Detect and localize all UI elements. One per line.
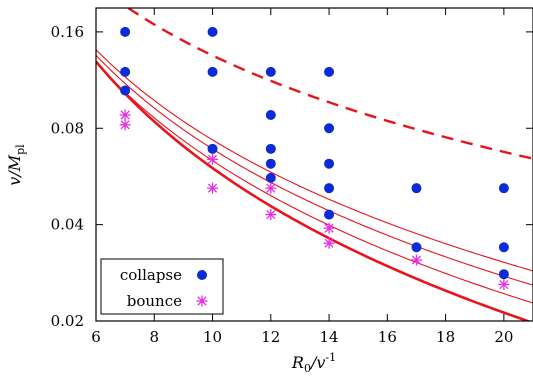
x-tick-label: 14 bbox=[320, 328, 339, 346]
collapse-point bbox=[120, 26, 131, 37]
data-points bbox=[119, 26, 510, 291]
bounce-point bbox=[410, 254, 422, 266]
x-tick-label: 18 bbox=[436, 328, 455, 346]
plot-frame bbox=[95, 7, 533, 322]
y-tick-label: 0.02 bbox=[51, 312, 84, 330]
collapse-point bbox=[498, 242, 509, 253]
legend-box bbox=[100, 258, 224, 315]
x-tick-label: 6 bbox=[91, 328, 101, 346]
fit-curve-thin bbox=[96, 62, 533, 304]
collapse-point bbox=[411, 242, 422, 253]
legend-marker-collapse bbox=[197, 270, 207, 280]
bounce-point bbox=[323, 237, 335, 249]
fit-curve-dashed bbox=[126, 8, 533, 160]
x-tick-label: 12 bbox=[261, 328, 280, 346]
legend-marker-bounce bbox=[196, 295, 208, 307]
collapse-point bbox=[207, 143, 218, 154]
collapse-point bbox=[324, 209, 335, 220]
legend-label-collapse: collapse bbox=[120, 266, 182, 284]
bounce-point bbox=[119, 119, 131, 131]
y-axis-ticks: 0.02 0.04 0.08 0.16 bbox=[51, 23, 533, 330]
x-tick-label: 10 bbox=[203, 328, 222, 346]
fit-curves bbox=[96, 8, 533, 321]
legend-markers bbox=[196, 270, 208, 307]
fit-curve-thin bbox=[96, 54, 533, 286]
collapse-point bbox=[265, 66, 276, 77]
collapse-point bbox=[324, 183, 335, 194]
collapse-point bbox=[207, 26, 218, 37]
collapse-point bbox=[120, 66, 131, 77]
legend-label-bounce: bounce bbox=[127, 292, 182, 310]
x-axis-label: R0/v-1 bbox=[291, 351, 336, 375]
collapse-point bbox=[265, 158, 276, 169]
x-tick-label: 8 bbox=[149, 328, 159, 346]
bounce-point bbox=[265, 182, 277, 194]
fit-curve-thin bbox=[96, 49, 533, 272]
bounce-point bbox=[323, 222, 335, 234]
collapse-point bbox=[265, 172, 276, 183]
collapse-point bbox=[120, 85, 131, 96]
bounce-point bbox=[498, 279, 510, 291]
collapse-point bbox=[498, 183, 509, 194]
y-tick-label: 0.08 bbox=[51, 119, 84, 137]
collapse-point bbox=[324, 123, 335, 134]
x-tick-label: 20 bbox=[494, 328, 513, 346]
collapse-point bbox=[324, 158, 335, 169]
y-tick-label: 0.16 bbox=[51, 23, 84, 41]
fit-curve-solid bbox=[96, 60, 532, 321]
x-tick-label: 16 bbox=[378, 328, 397, 346]
bounce-point bbox=[265, 209, 277, 221]
x-axis-ticks: 6 8 10 12 14 16 18 20 bbox=[91, 8, 513, 346]
collapse-point bbox=[324, 66, 335, 77]
collapse-point bbox=[411, 183, 422, 194]
y-tick-label: 0.04 bbox=[51, 216, 84, 234]
bounce-point bbox=[207, 182, 219, 194]
collapse-point bbox=[498, 269, 509, 280]
legend: collapse bounce bbox=[100, 258, 224, 315]
bounce-point bbox=[119, 109, 131, 121]
collapse-point bbox=[207, 66, 218, 77]
y-axis-label: v/Mpl bbox=[5, 144, 27, 186]
collapse-point bbox=[265, 143, 276, 154]
collapse-point bbox=[265, 110, 276, 121]
bounce-point bbox=[207, 153, 219, 165]
